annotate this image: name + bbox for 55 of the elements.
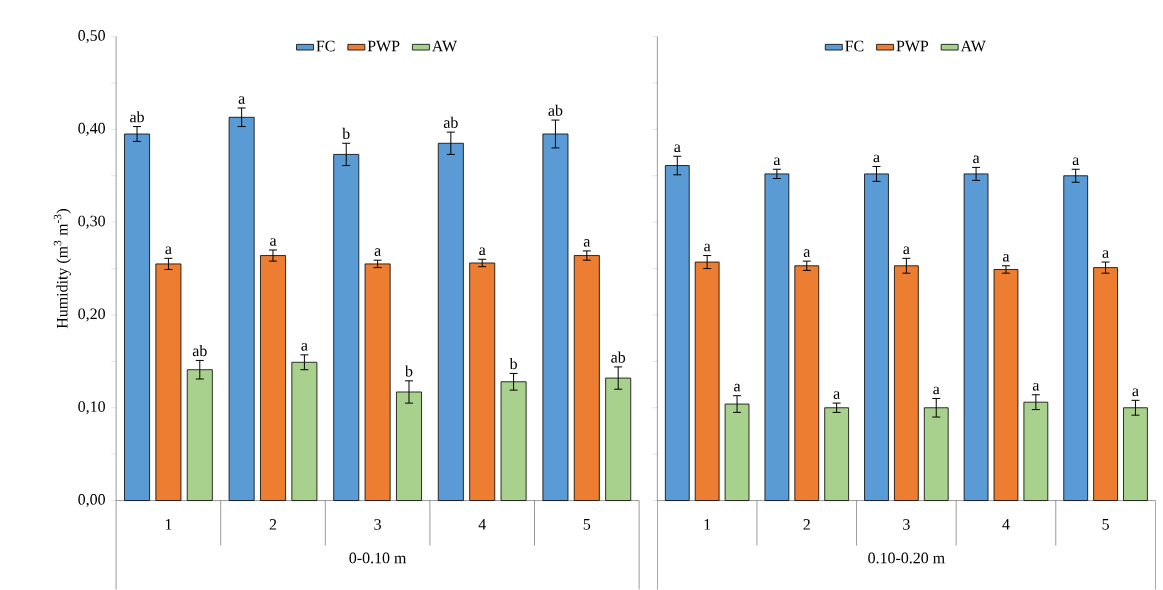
x-tick-label: 4: [1002, 519, 1010, 530]
annotation: ab: [611, 351, 626, 363]
x-tick-label: 3: [374, 519, 381, 530]
legend-label: FC: [845, 40, 864, 52]
annotation: b: [405, 365, 413, 377]
annotation: a: [933, 386, 940, 395]
annotation: a: [873, 154, 880, 163]
annotation: ab: [192, 345, 207, 357]
annotation: a: [583, 239, 591, 247]
annotation: a: [1002, 254, 1010, 262]
annotation: ab: [548, 104, 563, 116]
annotation: a: [734, 383, 741, 392]
x-tick-label: 4: [478, 519, 486, 530]
y-axis-title: Humidity (m$^{3}$ m$^{-3}$): [53, 209, 71, 329]
annotation: a: [1072, 157, 1080, 166]
y-tick-label: 0,00: [78, 494, 105, 508]
annotation: a: [1102, 250, 1109, 258]
annotation: a: [301, 343, 308, 351]
y-tick-label: 0,50: [78, 30, 105, 44]
annotation: ab: [443, 116, 458, 129]
annotation: a: [803, 249, 811, 258]
legend-label: PWP: [896, 40, 929, 52]
annotation: a: [270, 238, 277, 246]
annotation: a: [973, 155, 980, 164]
legend-label: AW: [431, 40, 458, 52]
annotation: b: [342, 127, 350, 140]
x-tick-label: 5: [583, 519, 591, 530]
annotation: a: [903, 246, 910, 255]
x-tick-label: 1: [165, 519, 172, 530]
annotation: a: [674, 144, 681, 153]
x-axis-title: 0.10-0.20 m: [868, 552, 945, 564]
annotation: a: [773, 157, 781, 166]
annotation: a: [165, 246, 172, 255]
annotation: a: [833, 391, 840, 400]
legend-label: AW: [960, 40, 986, 52]
legend-label: PWP: [367, 40, 400, 52]
annotation: a: [374, 248, 381, 257]
annotation: a: [1032, 383, 1040, 391]
y-tick-label: 0,30: [78, 215, 105, 229]
y-tick-label: 0,10: [78, 401, 105, 415]
x-tick-label: 2: [269, 519, 277, 530]
y-tick-label: 0,40: [78, 122, 105, 136]
annotation: a: [238, 96, 245, 104]
x-tick-label: 2: [803, 519, 810, 530]
annotation: ab: [130, 111, 144, 123]
legend-label: FC: [316, 40, 335, 52]
x-tick-label: 5: [1102, 519, 1109, 530]
x-tick-label: 3: [903, 519, 910, 530]
x-tick-label: 1: [704, 519, 711, 530]
annotation: a: [479, 247, 486, 256]
y-tick-label: 0,20: [78, 308, 105, 322]
x-axis-title: 0-0.10 m: [349, 552, 407, 564]
annotation: a: [704, 243, 711, 252]
annotation: a: [1132, 388, 1139, 397]
annotation: b: [509, 358, 517, 370]
